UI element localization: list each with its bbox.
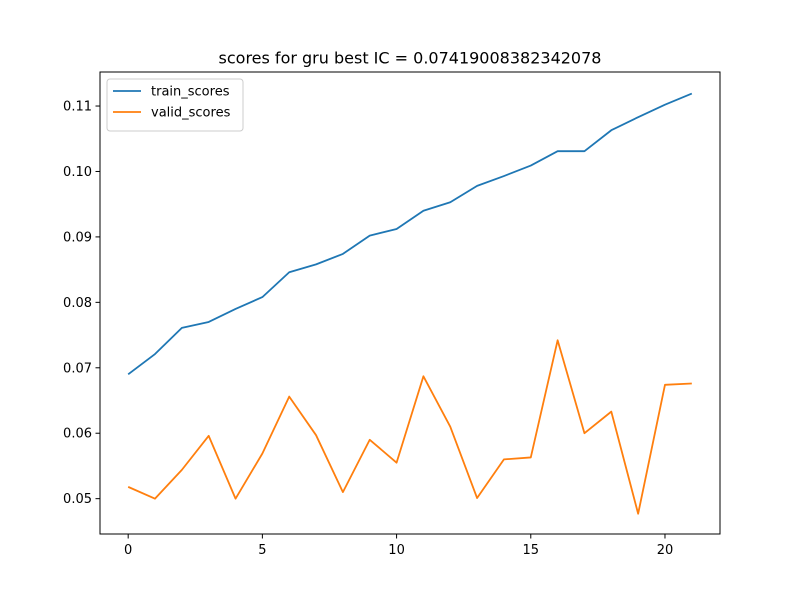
legend-label-valid_scores: valid_scores (151, 106, 231, 121)
y-tick-label: 0.11 (63, 100, 92, 115)
x-tick-label: 0 (124, 543, 132, 558)
y-tick-label: 0.10 (63, 165, 92, 180)
x-tick-label: 10 (388, 543, 405, 558)
x-tick-label: 15 (523, 543, 540, 558)
axes-frame (99, 71, 721, 535)
chart-title: scores for gru best IC = 0.0741900838234… (219, 49, 602, 68)
y-tick-label: 0.07 (63, 361, 92, 376)
x-tick-label: 20 (657, 543, 674, 558)
series-line-valid_scores (127, 339, 692, 515)
x-tick-label: 5 (258, 543, 266, 558)
y-tick-label: 0.05 (63, 492, 92, 507)
y-tick-label: 0.09 (63, 230, 92, 245)
y-tick-label: 0.08 (63, 296, 92, 311)
y-tick-label: 0.06 (63, 427, 92, 442)
legend-label-train_scores: train_scores (151, 85, 230, 100)
legend-box (106, 78, 244, 132)
series-line-train_scores (127, 92, 693, 376)
plot-area: 0 5 10 15 20 0.05 0.06 0.07 0.08 0.09 0.10 0.11 trai… (63, 71, 721, 558)
